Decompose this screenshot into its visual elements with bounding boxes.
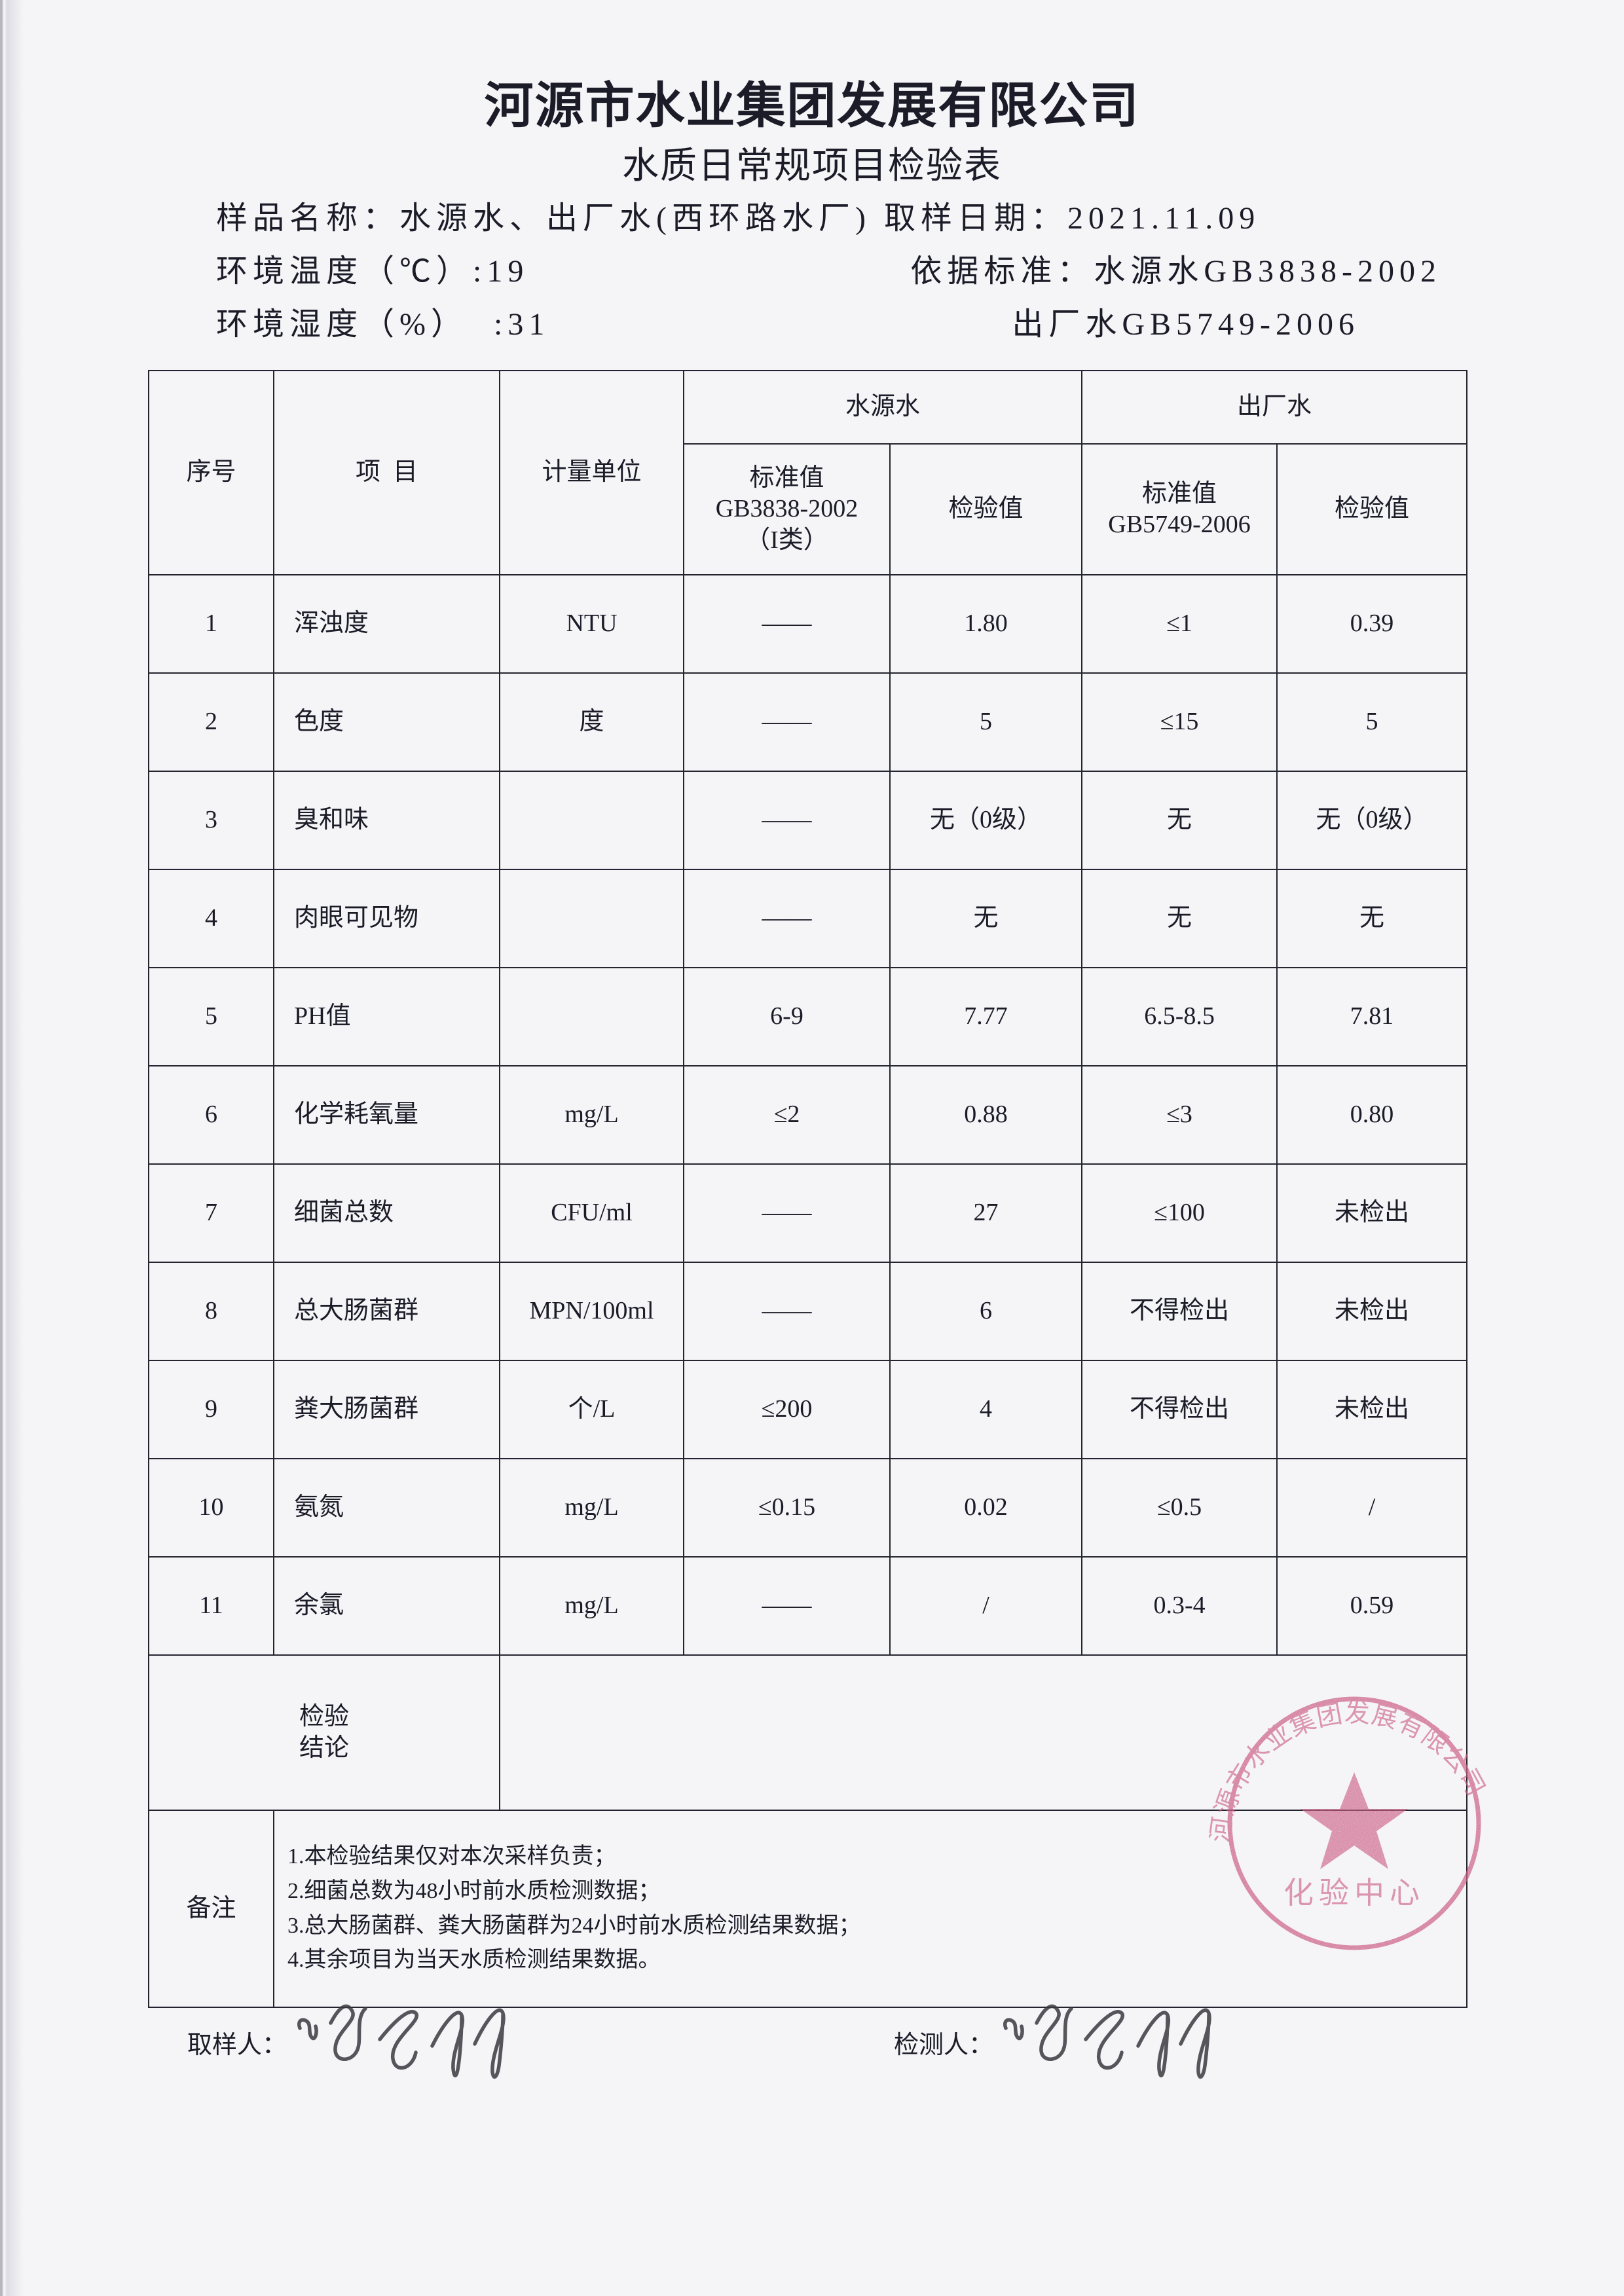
svg-text:化验中心: 化验中心 xyxy=(1283,1876,1425,1910)
